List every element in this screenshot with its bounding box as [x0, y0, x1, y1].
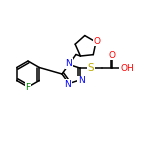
Text: N: N	[78, 76, 85, 85]
Text: O: O	[93, 36, 100, 45]
Text: F: F	[25, 83, 31, 92]
Text: O: O	[109, 51, 116, 60]
Text: N: N	[66, 59, 72, 68]
Text: N: N	[65, 80, 71, 89]
Text: S: S	[88, 63, 94, 73]
Text: OH: OH	[120, 64, 134, 73]
